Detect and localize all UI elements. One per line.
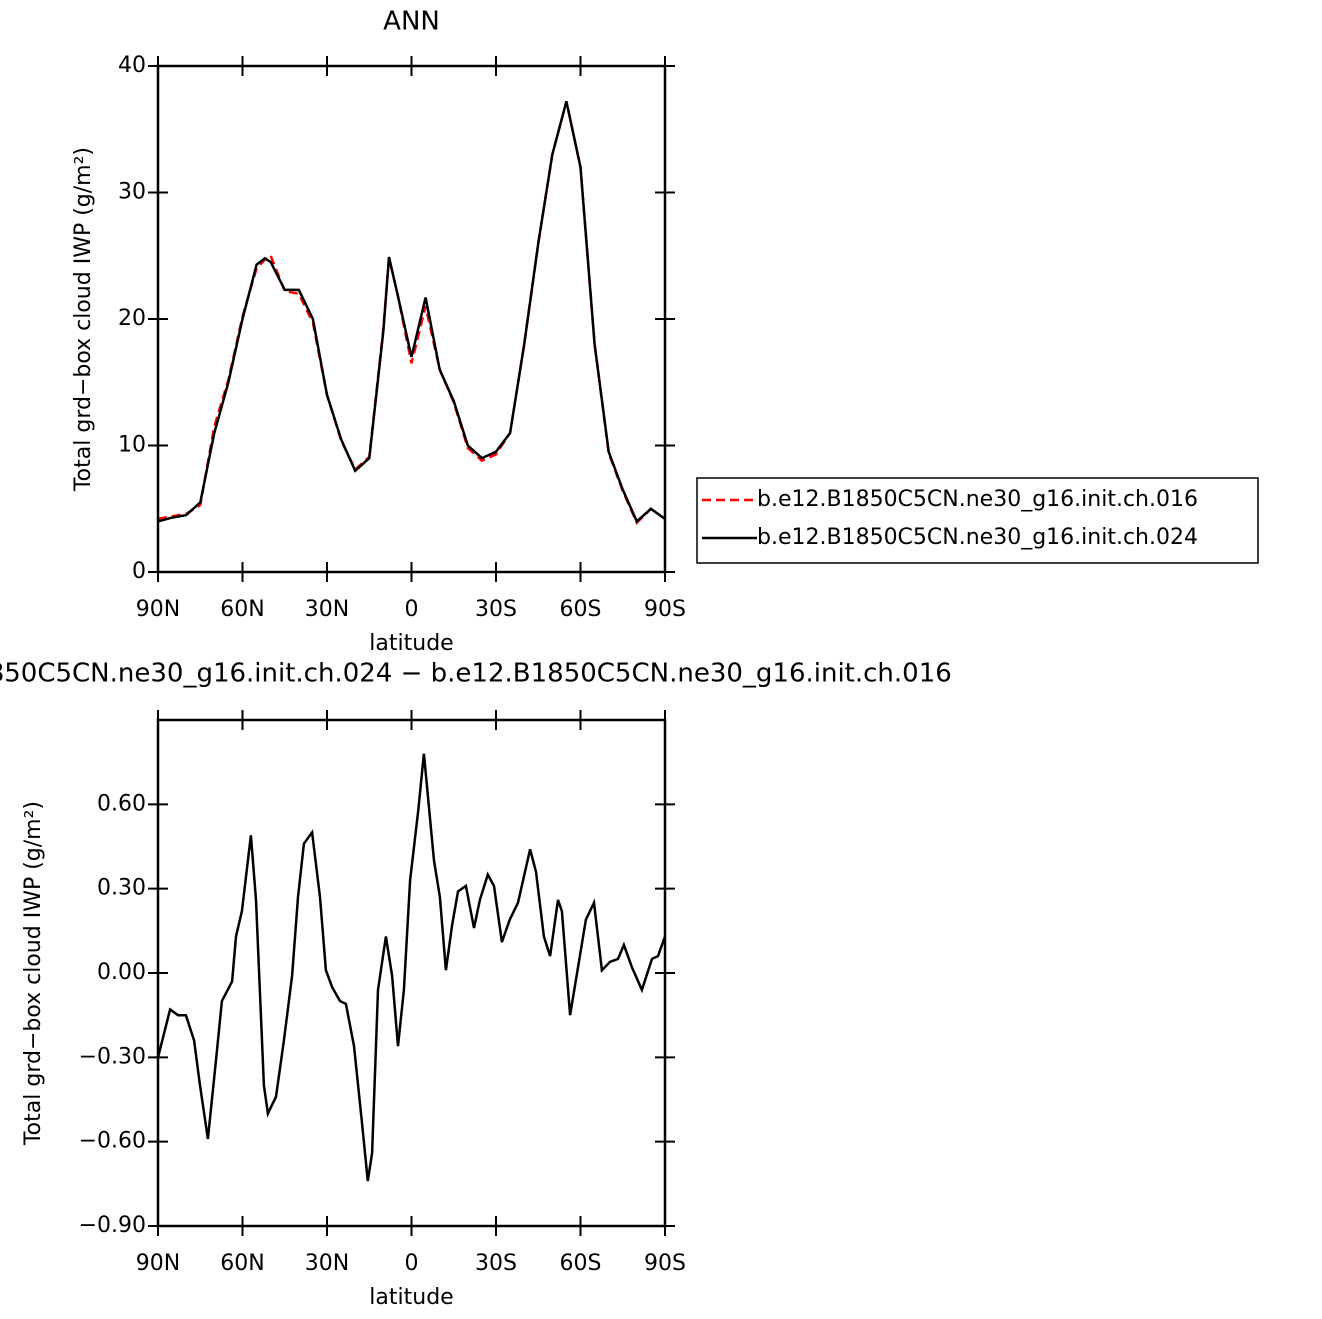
y-tick-label: −0.90 (79, 1213, 146, 1238)
y-tick-label: 30 (118, 180, 146, 205)
x-tick-label: 0 (405, 597, 419, 622)
x-tick-label: 0 (405, 1251, 419, 1276)
x-tick-label: 60S (560, 597, 602, 622)
legend-label: b.e12.B1850C5CN.ne30_g16.init.ch.016 (757, 487, 1198, 512)
x-tick-label: 90N (136, 597, 180, 622)
x-tick-label: 90S (644, 597, 686, 622)
data-line (156, 753, 667, 1182)
y-tick-label: 10 (118, 433, 146, 458)
x-tick-label: 30N (305, 597, 349, 622)
x-axis-label: latitude (369, 1285, 453, 1310)
x-axis-label: latitude (369, 631, 453, 656)
data-line (157, 101, 666, 525)
y-tick-label: 40 (118, 53, 146, 78)
plot-frame (156, 64, 667, 574)
legend-label: b.e12.B1850C5CN.ne30_g16.init.ch.024 (757, 525, 1198, 550)
y-axis-label: Total grd−box cloud IWP (g/m²) (21, 801, 46, 1146)
data-line (157, 101, 666, 524)
y-tick-label: 20 (118, 306, 146, 331)
x-tick-label: 30S (475, 597, 517, 622)
y-tick-label: 0 (132, 559, 146, 584)
y-tick-label: −0.30 (79, 1044, 146, 1069)
plot-frame (156, 718, 667, 1228)
x-tick-label: 60N (220, 597, 264, 622)
x-tick-label: 90N (136, 1251, 180, 1276)
x-tick-label: 30N (305, 1251, 349, 1276)
legend-box (696, 477, 1259, 564)
y-tick-label: 0.60 (97, 791, 146, 816)
y-tick-label: 0.00 (97, 960, 146, 985)
y-tick-label: 0.30 (97, 876, 146, 901)
x-tick-label: 90S (644, 1251, 686, 1276)
x-tick-label: 60N (220, 1251, 264, 1276)
x-tick-label: 60S (560, 1251, 602, 1276)
y-axis-label: Total grd−box cloud IWP (g/m²) (71, 147, 96, 492)
chart-title: b.e12.B1850C5CN.ne30_g16.init.ch.024 − b… (0, 659, 952, 689)
x-tick-label: 30S (475, 1251, 517, 1276)
chart-title: ANN (383, 7, 440, 37)
y-tick-label: −0.60 (79, 1129, 146, 1154)
